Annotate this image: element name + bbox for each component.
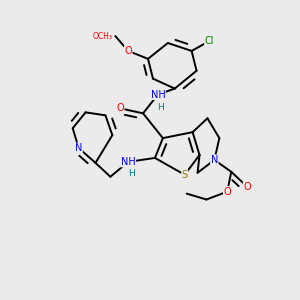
Text: O: O (224, 187, 231, 196)
Text: H: H (158, 103, 164, 112)
Text: S: S (182, 170, 188, 180)
Text: O: O (124, 46, 132, 56)
Text: N: N (75, 143, 82, 153)
Text: H: H (128, 169, 135, 178)
Text: NH: NH (121, 157, 136, 167)
Text: N: N (211, 155, 218, 165)
Text: NH: NH (151, 89, 165, 100)
Text: Cl: Cl (205, 36, 214, 46)
Text: O: O (116, 103, 124, 113)
Text: O: O (243, 182, 251, 192)
Text: OCH₃: OCH₃ (92, 32, 112, 40)
